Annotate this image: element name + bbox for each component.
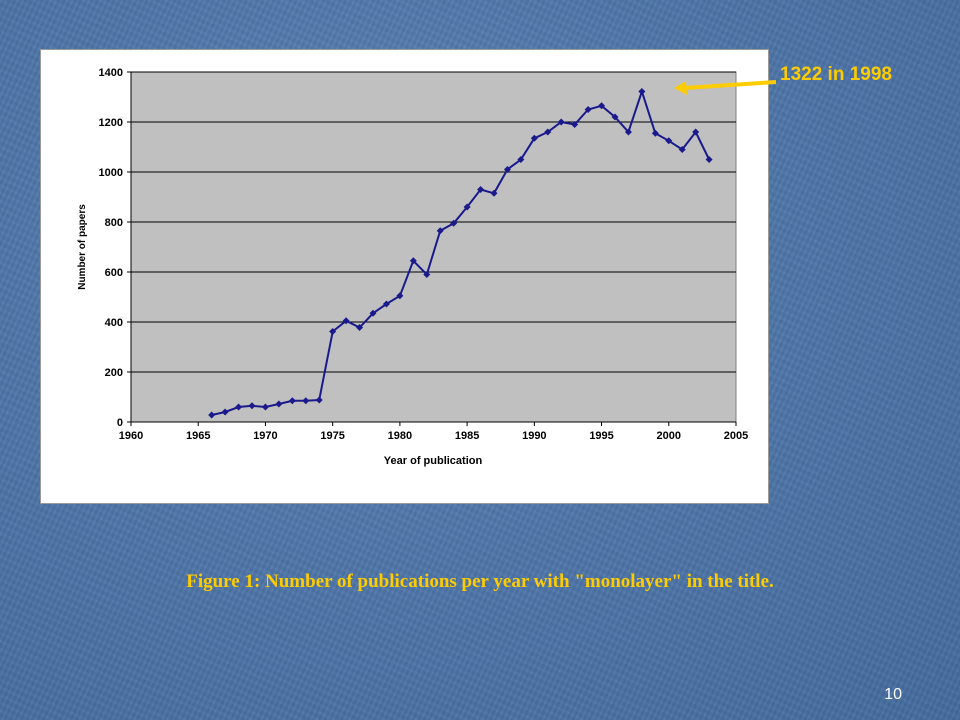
callout-arrow-line: [683, 80, 777, 90]
y-tick-label: 200: [105, 367, 123, 379]
data-point: [638, 88, 646, 95]
data-point: [584, 106, 592, 113]
data-point: [598, 102, 606, 110]
data-point: [705, 156, 713, 163]
data-point: [342, 317, 350, 325]
callout-arrow: [674, 80, 777, 95]
callout-arrowhead: [674, 81, 687, 95]
data-point: [665, 137, 673, 145]
data-point: [235, 403, 243, 411]
x-tick-label: 1990: [522, 430, 546, 442]
data-point: [490, 189, 498, 197]
data-point: [678, 146, 686, 153]
data-point: [248, 402, 256, 410]
data-point: [208, 411, 216, 419]
data-point: [302, 397, 310, 405]
x-tick-label: 1975: [320, 430, 344, 442]
x-tick-label: 2005: [724, 430, 748, 442]
y-tick-label: 0: [117, 417, 123, 429]
y-tick-label: 1000: [99, 167, 123, 179]
data-point: [544, 128, 552, 136]
data-point: [396, 292, 404, 300]
plot-area: [130, 71, 737, 423]
y-axis-label: Number of papers: [77, 204, 88, 290]
data-point: [261, 403, 269, 411]
data-point: [275, 400, 283, 408]
x-tick-label: 1965: [186, 430, 210, 442]
data-point: [624, 128, 632, 136]
data-point: [369, 309, 377, 317]
data-point: [450, 219, 458, 227]
data-point: [423, 271, 431, 278]
data-point: [288, 397, 296, 405]
data-point: [463, 203, 471, 211]
data-point: [692, 128, 700, 136]
data-point: [221, 408, 229, 416]
data-point: [436, 227, 444, 235]
y-tick-label: 800: [105, 217, 123, 229]
data-point: [382, 300, 390, 308]
x-tick-label: 1960: [119, 430, 143, 442]
callout-label: 1322 in 1998: [780, 64, 892, 85]
chart-frame: 0 200 400 600 800 1000 1200 1400 1960 1965 1970 197…: [40, 49, 769, 504]
x-tick-label: 1995: [589, 430, 613, 442]
data-point: [315, 396, 323, 404]
data-point: [329, 328, 337, 335]
y-tick-label: 1200: [99, 117, 123, 129]
data-point: [651, 129, 659, 137]
x-tick-label: 1970: [253, 430, 277, 442]
data-point: [530, 134, 538, 142]
x-tick-label: 1985: [455, 430, 479, 442]
x-axis-label: Year of publication: [384, 455, 483, 467]
y-tick-label: 600: [105, 267, 123, 279]
data-point: [611, 113, 619, 121]
data-point: [571, 121, 579, 128]
line-chart: 0 200 400 600 800 1000 1200 1400 1960 1965 1970 197…: [77, 67, 748, 467]
data-point: [517, 156, 525, 163]
data-point: [477, 186, 485, 193]
y-tick-label: 400: [105, 317, 123, 329]
x-tick-label: 1980: [388, 430, 412, 442]
data-point: [503, 166, 511, 173]
data-point: [557, 118, 565, 126]
y-tick-label: 1400: [99, 67, 123, 79]
data-point: [409, 257, 417, 265]
figure-caption: Figure 1: Number of publications per yea…: [186, 571, 774, 592]
x-tick-label: 2000: [657, 430, 681, 442]
data-point: [356, 324, 364, 331]
slide-number: 10: [884, 686, 902, 703]
